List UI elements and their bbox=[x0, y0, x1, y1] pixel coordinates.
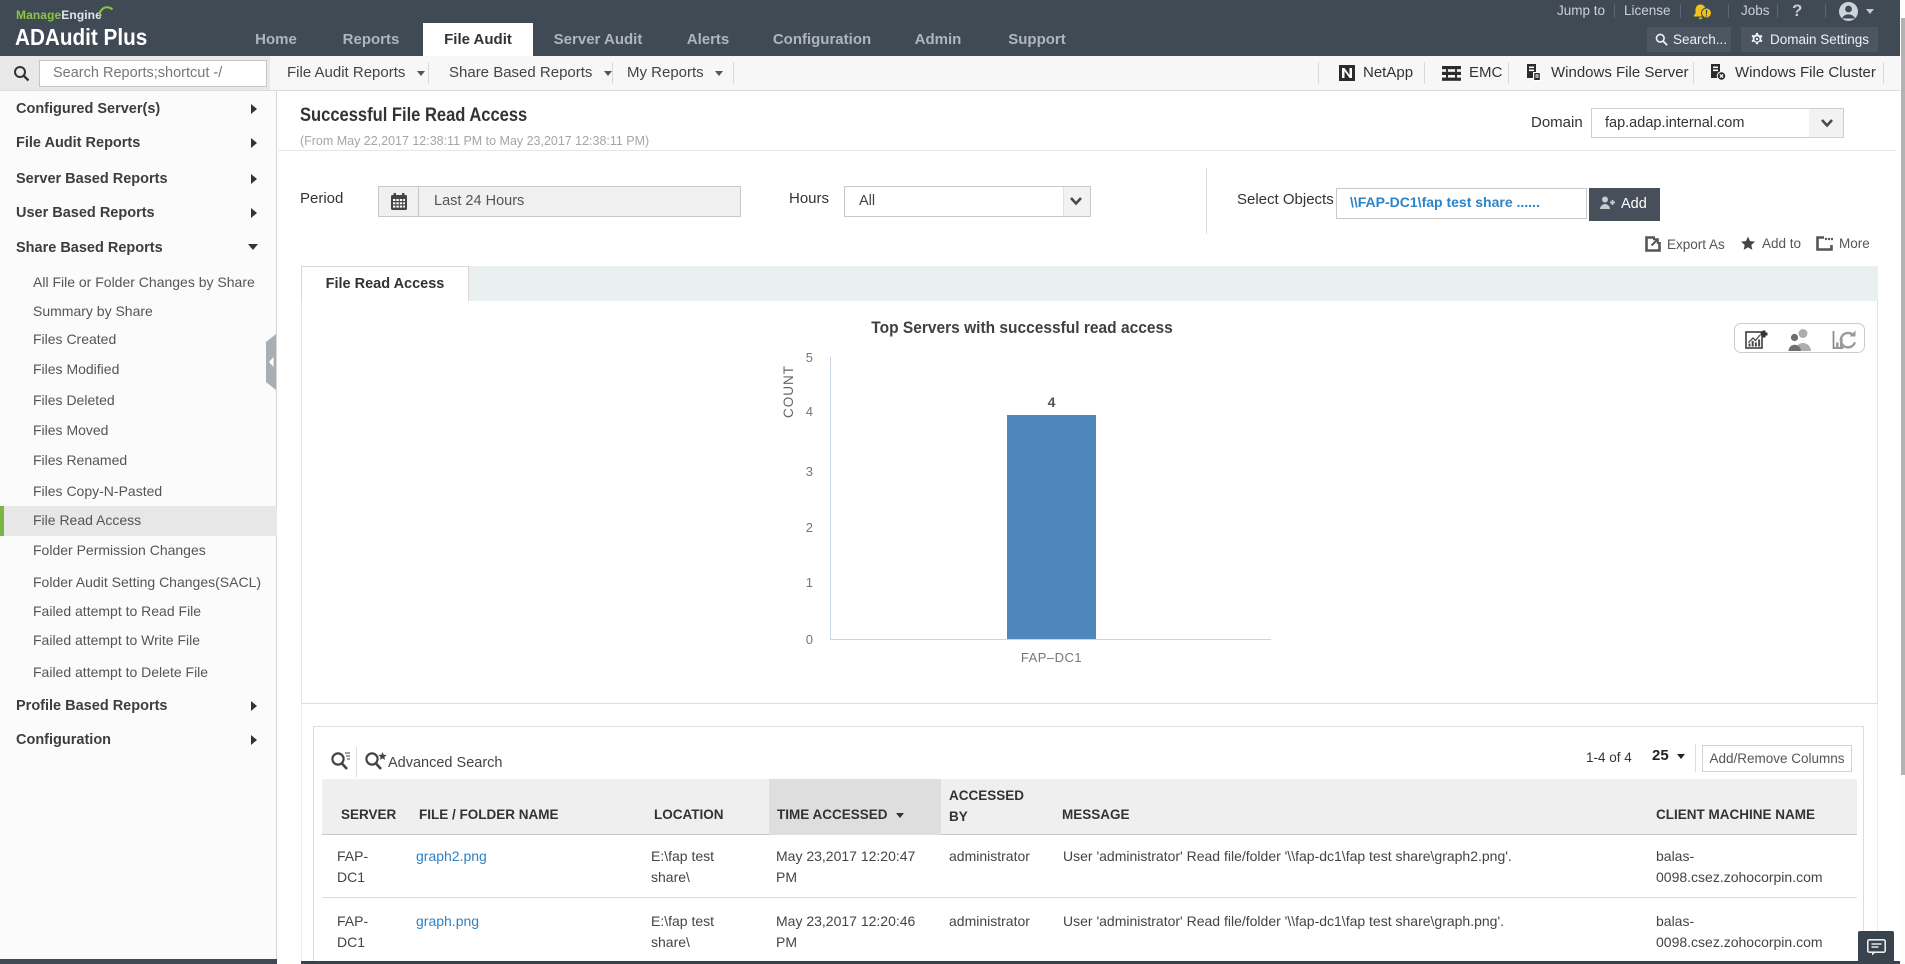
svg-text:!: ! bbox=[1705, 9, 1708, 19]
svg-text:COUNT: COUNT bbox=[781, 365, 796, 418]
